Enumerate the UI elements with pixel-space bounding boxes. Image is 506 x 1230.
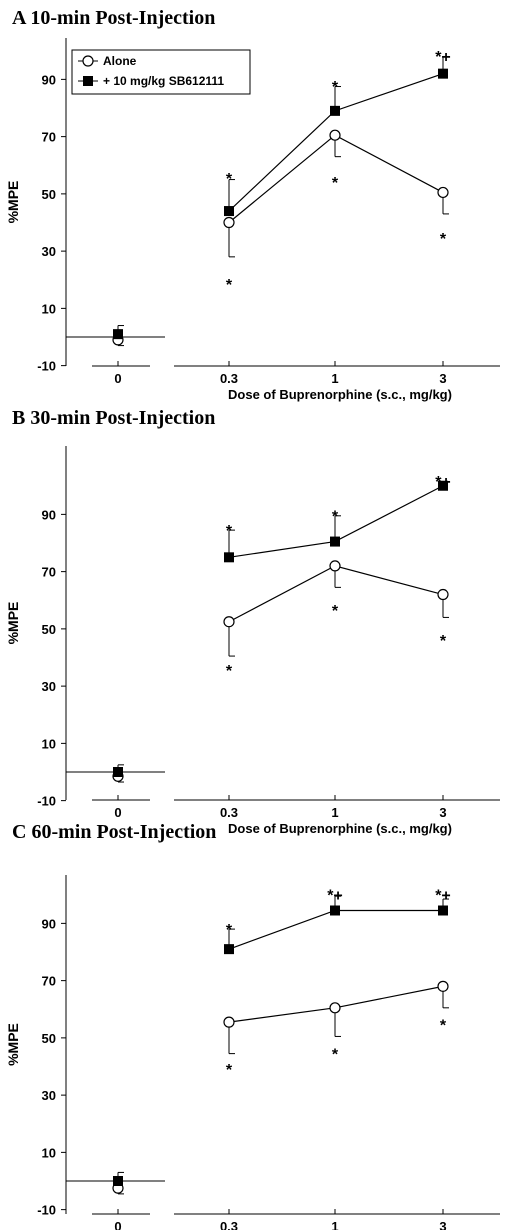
y-tick-label: 90 xyxy=(42,72,56,87)
data-point-square xyxy=(113,767,123,777)
significance-marker: * xyxy=(226,171,233,188)
significance-marker: *+ xyxy=(327,887,343,904)
panel-B: B 30-min Post-Injection-101030507090%MPE… xyxy=(5,407,500,836)
data-point-circle xyxy=(437,186,449,199)
significance-marker: * xyxy=(332,175,339,192)
x-tick-label: 0 xyxy=(114,371,121,386)
data-point-square xyxy=(438,905,448,916)
significance-marker: *+ xyxy=(435,49,451,66)
x-tick-label: 0 xyxy=(114,805,121,820)
chart-title: B 30-min Post-Injection xyxy=(12,407,215,429)
x-tick-label: 3 xyxy=(439,371,446,386)
significance-marker: * xyxy=(332,1046,339,1063)
y-tick-label: 10 xyxy=(42,301,56,316)
y-tick-label: 90 xyxy=(42,916,56,931)
y-tick-label: -10 xyxy=(37,794,56,809)
x-tick-label: 1 xyxy=(331,1219,338,1230)
x-tick-label: 0.3 xyxy=(220,371,238,386)
data-point-square xyxy=(113,1176,123,1186)
data-point-square xyxy=(330,105,340,116)
chart-title: C 60-min Post-Injection xyxy=(12,821,216,843)
panel-C: C 60-min Post-Injection-101030507090%MPE… xyxy=(5,821,500,1230)
significance-marker: * xyxy=(226,277,233,294)
chart-title: A 10-min Post-Injection xyxy=(12,7,215,29)
y-tick-label: 30 xyxy=(42,1088,56,1103)
x-tick-label: 3 xyxy=(439,805,446,820)
data-point-square xyxy=(224,944,234,955)
y-tick-label: 10 xyxy=(42,1145,56,1160)
x-tick-label: 0 xyxy=(114,1219,121,1230)
data-point-circle xyxy=(329,129,341,141)
panel-A: A 10-min Post-Injection-101030507090%MPE… xyxy=(5,7,500,402)
significance-marker: * xyxy=(440,633,447,650)
y-tick-label: 10 xyxy=(42,736,56,751)
x-tick-label: 1 xyxy=(331,805,338,820)
y-tick-label: 50 xyxy=(42,187,56,202)
y-tick-label: 70 xyxy=(42,565,56,580)
legend-label: Alone xyxy=(103,54,137,68)
y-tick-label: 90 xyxy=(42,507,56,522)
data-point-square xyxy=(438,480,448,491)
data-point-circle xyxy=(223,616,235,628)
series-line-filled-square xyxy=(228,909,443,950)
x-tick-label: 0.3 xyxy=(220,805,238,820)
y-tick-label: 70 xyxy=(42,130,56,145)
y-axis-label: %MPE xyxy=(5,181,21,224)
y-tick-label: 50 xyxy=(42,622,56,637)
significance-marker: * xyxy=(332,603,339,620)
data-point-circle xyxy=(223,216,235,229)
data-point-square xyxy=(330,536,340,547)
data-point-circle xyxy=(437,980,449,992)
data-point-circle xyxy=(223,1016,235,1028)
data-point-square xyxy=(438,68,448,79)
significance-marker: * xyxy=(226,922,233,939)
legend: Alone + 10 mg/kg SB612111 xyxy=(71,49,251,95)
data-point-square xyxy=(330,905,340,916)
significance-marker: * xyxy=(226,663,233,680)
data-point-circle xyxy=(437,588,449,601)
legend-box xyxy=(71,49,251,95)
significance-marker: *+ xyxy=(435,887,451,904)
significance-marker: * xyxy=(332,79,339,96)
x-tick-label: 1 xyxy=(331,371,338,386)
legend-marker-circle xyxy=(82,55,94,67)
x-axis-label: Dose of Buprenorphine (s.c., mg/kg) xyxy=(228,387,452,402)
significance-marker: * xyxy=(226,523,233,540)
y-tick-label: 30 xyxy=(42,244,56,259)
y-tick-label: -10 xyxy=(37,359,56,374)
data-point-square xyxy=(113,329,123,340)
y-tick-label: 30 xyxy=(42,679,56,694)
y-tick-label: 50 xyxy=(42,1031,56,1046)
y-axis-label: %MPE xyxy=(5,602,21,645)
significance-marker: * xyxy=(332,509,339,526)
x-tick-label: 3 xyxy=(439,1219,446,1230)
x-tick-label: 0.3 xyxy=(220,1219,238,1230)
significance-marker: * xyxy=(440,231,447,248)
data-point-square xyxy=(224,552,234,563)
data-point-circle xyxy=(329,1002,341,1014)
significance-marker: * xyxy=(440,1018,447,1035)
significance-marker: *+ xyxy=(435,474,451,491)
y-axis-label: %MPE xyxy=(5,1023,21,1066)
data-point-square xyxy=(224,206,234,217)
significance-marker: * xyxy=(226,1062,233,1079)
y-tick-label: 70 xyxy=(42,974,56,989)
x-axis-label: Dose of Buprenorphine (s.c., mg/kg) xyxy=(228,821,452,836)
legend-label: + 10 mg/kg SB612111 xyxy=(103,74,224,88)
data-point-circle xyxy=(329,560,341,572)
y-tick-label: -10 xyxy=(37,1203,56,1218)
legend-marker-square xyxy=(83,76,93,86)
